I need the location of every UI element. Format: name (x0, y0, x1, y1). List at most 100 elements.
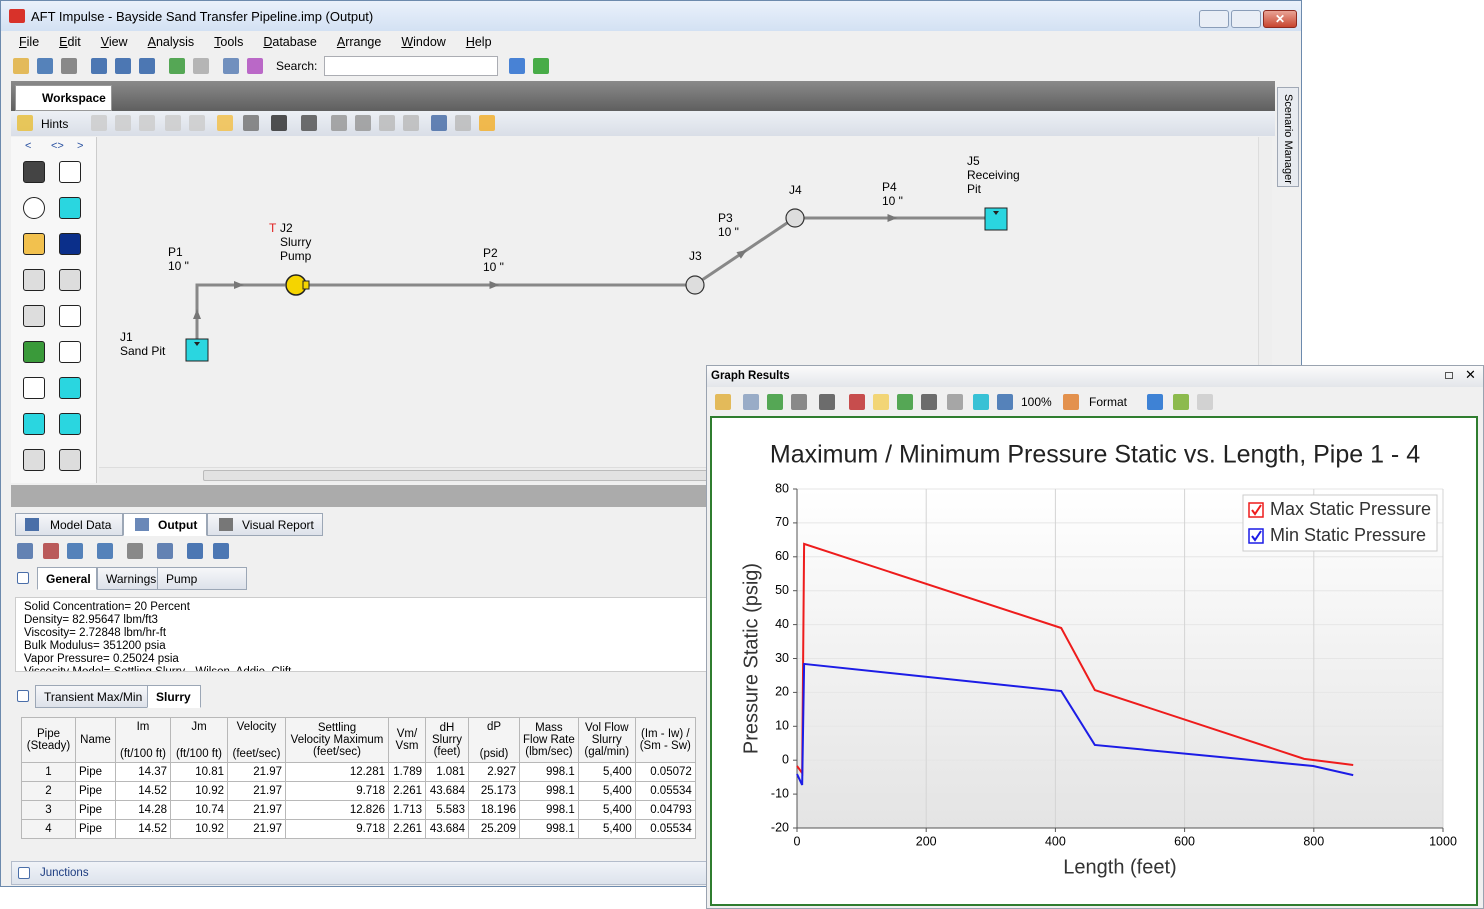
toolbar-button[interactable] (97, 543, 113, 559)
toolbar-button[interactable] (139, 58, 155, 74)
palette-nav[interactable]: <> (51, 140, 64, 152)
palette-component[interactable] (23, 233, 45, 255)
scroll-thumb[interactable] (203, 470, 793, 481)
toolbar-button[interactable] (431, 115, 447, 131)
toolbar-button[interactable] (897, 394, 913, 410)
toolbar-button[interactable] (157, 543, 173, 559)
palette-component[interactable] (59, 269, 81, 291)
tab[interactable]: Visual Report (207, 513, 323, 536)
toolbar-button[interactable] (189, 115, 205, 131)
toolbar-button[interactable] (217, 115, 233, 131)
palette-nav[interactable]: > (77, 140, 84, 152)
palette-component[interactable] (23, 161, 45, 183)
search-box[interactable] (324, 56, 498, 76)
toolbar-button[interactable] (1147, 394, 1163, 410)
collapse-icon[interactable] (17, 690, 29, 702)
toolbar-button[interactable] (127, 543, 143, 559)
toolbar-button[interactable] (91, 115, 107, 131)
palette-component[interactable] (59, 233, 81, 255)
palette-component[interactable] (23, 341, 45, 363)
toolbar-button[interactable] (43, 543, 59, 559)
toolbar-button[interactable] (1173, 394, 1189, 410)
toolbar-button[interactable] (91, 58, 107, 74)
menu-item[interactable]: Tools (214, 35, 244, 49)
restore-button[interactable] (1445, 372, 1453, 379)
toolbar-button[interactable] (997, 394, 1013, 410)
toolbar-button[interactable] (247, 58, 263, 74)
toolbar-button[interactable] (455, 115, 471, 131)
menu-item[interactable]: File (19, 35, 40, 49)
toolbar-button[interactable] (533, 58, 549, 74)
toolbar-button[interactable] (213, 543, 229, 559)
tab[interactable]: General (37, 567, 97, 590)
toolbar-button[interactable] (479, 115, 495, 131)
toolbar-button[interactable] (169, 58, 185, 74)
palette-component[interactable] (59, 341, 81, 363)
toolbar-button[interactable] (61, 58, 77, 74)
palette-component[interactable] (23, 197, 45, 219)
toolbar-button[interactable] (819, 394, 835, 410)
toolbar-button[interactable] (1197, 394, 1213, 410)
toolbar-button[interactable] (355, 115, 371, 131)
palette-nav[interactable]: < (25, 140, 32, 152)
palette-component[interactable] (59, 449, 81, 471)
toolbar-button[interactable] (379, 115, 395, 131)
toolbar-button[interactable] (743, 394, 759, 410)
palette-component[interactable] (59, 197, 81, 219)
junctions-bar[interactable]: Junctions (11, 861, 711, 885)
toolbar-button[interactable] (301, 115, 317, 131)
toolbar-button[interactable] (873, 394, 889, 410)
toolbar-button[interactable] (165, 115, 181, 131)
menu-item[interactable]: Arrange (336, 35, 382, 49)
tab[interactable]: Pump Summary (157, 567, 247, 609)
palette-component[interactable] (59, 413, 81, 435)
format-menu[interactable]: Format (1089, 395, 1128, 409)
toolbar-button[interactable] (767, 394, 783, 410)
tab[interactable]: Model Data (15, 513, 123, 536)
collapse-icon[interactable] (17, 572, 29, 584)
workspace-tab[interactable]: Workspace (15, 85, 112, 111)
toolbar-button[interactable] (921, 394, 937, 410)
toolbar-button[interactable] (331, 115, 347, 131)
toolbar-button[interactable] (187, 543, 203, 559)
toolbar-button[interactable] (715, 394, 731, 410)
close-panel-button[interactable]: ✕ (1465, 367, 1476, 382)
palette-component[interactable] (23, 305, 45, 327)
toolbar-button[interactable] (271, 115, 287, 131)
toolbar-button[interactable] (223, 58, 239, 74)
toolbar-button[interactable] (243, 115, 259, 131)
scenario-manager-tab[interactable]: Scenario Manager (1277, 87, 1299, 187)
menu-item[interactable]: Window (401, 35, 446, 49)
toolbar-button[interactable] (791, 394, 807, 410)
minimize-button[interactable] (1199, 10, 1229, 28)
toolbar-button[interactable] (17, 543, 33, 559)
expand-icon[interactable] (18, 867, 30, 879)
palette-component[interactable] (59, 377, 81, 399)
toolbar-button[interactable] (193, 58, 209, 74)
zoom-level[interactable]: 100% (1021, 395, 1052, 409)
tab[interactable]: Warnings (97, 567, 165, 590)
palette-component[interactable] (23, 413, 45, 435)
hints-button[interactable]: Hints (41, 117, 69, 131)
toolbar-button[interactable] (947, 394, 963, 410)
tab[interactable]: Transient Max/Min (35, 685, 159, 708)
toolbar-button[interactable] (403, 115, 419, 131)
palette-component[interactable] (59, 305, 81, 327)
toolbar-button[interactable] (139, 115, 155, 131)
menu-item[interactable]: Analysis (147, 35, 195, 49)
menu-item[interactable]: View (100, 35, 128, 49)
menu-item[interactable]: Edit (59, 35, 81, 49)
tab[interactable]: Slurry (147, 685, 201, 708)
close-button[interactable]: ✕ (1263, 10, 1297, 28)
palette-component[interactable] (23, 269, 45, 291)
toolbar-button[interactable] (13, 58, 29, 74)
maximize-button[interactable] (1231, 10, 1261, 28)
toolbar-button[interactable] (849, 394, 865, 410)
menu-item[interactable]: Help (465, 35, 492, 49)
toolbar-button[interactable] (115, 58, 131, 74)
menu-item[interactable]: Database (263, 35, 317, 49)
toolbar-button[interactable] (1063, 394, 1079, 410)
toolbar-button[interactable] (509, 58, 525, 74)
palette-component[interactable] (59, 161, 81, 183)
palette-component[interactable] (23, 377, 45, 399)
